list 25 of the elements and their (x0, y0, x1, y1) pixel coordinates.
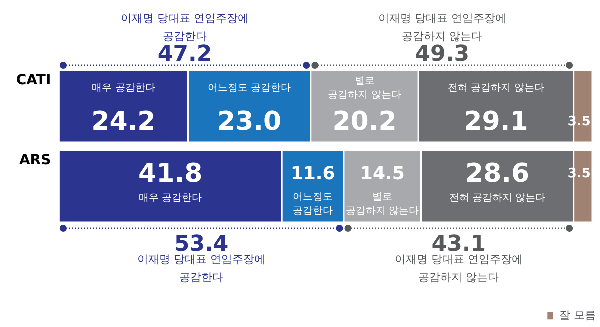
text: 별로 공감하지 않는다 (328, 76, 402, 101)
series-label: 전혀 공감하지 않는다 (448, 83, 544, 94)
text: 이재명 당대표 연임주장에 공감한다 (138, 253, 266, 284)
text: 어느정도 공감한다 (208, 83, 292, 94)
annotation: 49.3 (415, 42, 470, 67)
data-label: 28.6 (465, 159, 530, 189)
y-tick-label: CATI (16, 72, 52, 88)
text: 매우 공감한다 (139, 193, 202, 204)
data-label: 41.8 (138, 159, 203, 189)
data-label: 11.6 (290, 164, 336, 184)
series-label: 별로 공감하지 않는다 (346, 192, 420, 217)
annotation: 이재명 당대표 연임주장에 공감하지 않는다 (378, 12, 506, 43)
series-label: 어느정도 공감한다 (293, 192, 334, 217)
y-tick-label: ARS (19, 152, 52, 168)
annotation: 47.2 (158, 42, 212, 67)
text: 전혀 공감하지 않는다 (449, 193, 546, 204)
annotation: 이재명 당대표 연임주장에 공감한다 (121, 12, 250, 43)
data-label: 20.2 (332, 107, 397, 137)
series-label: 매우 공감한다 (92, 83, 156, 94)
legend-label: 잘 모름 (560, 308, 596, 323)
data-label: 24.2 (92, 107, 156, 137)
data-label: 23.0 (217, 107, 282, 137)
data-label: 29.1 (464, 107, 528, 137)
data-label: 14.5 (360, 164, 405, 184)
text: 이재명 당대표 연임주장에 공감하지 않는다 (394, 253, 523, 284)
